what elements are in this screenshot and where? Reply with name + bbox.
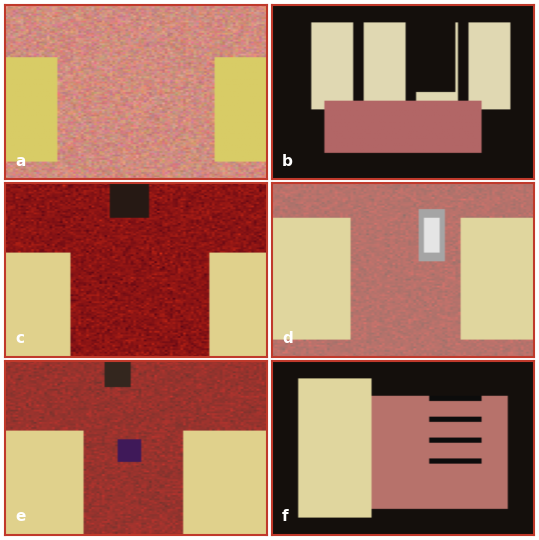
Text: d: d bbox=[282, 332, 293, 346]
Text: e: e bbox=[16, 509, 26, 524]
Text: c: c bbox=[16, 332, 25, 346]
Text: a: a bbox=[16, 153, 26, 168]
Text: b: b bbox=[282, 153, 293, 168]
Text: f: f bbox=[282, 509, 289, 524]
